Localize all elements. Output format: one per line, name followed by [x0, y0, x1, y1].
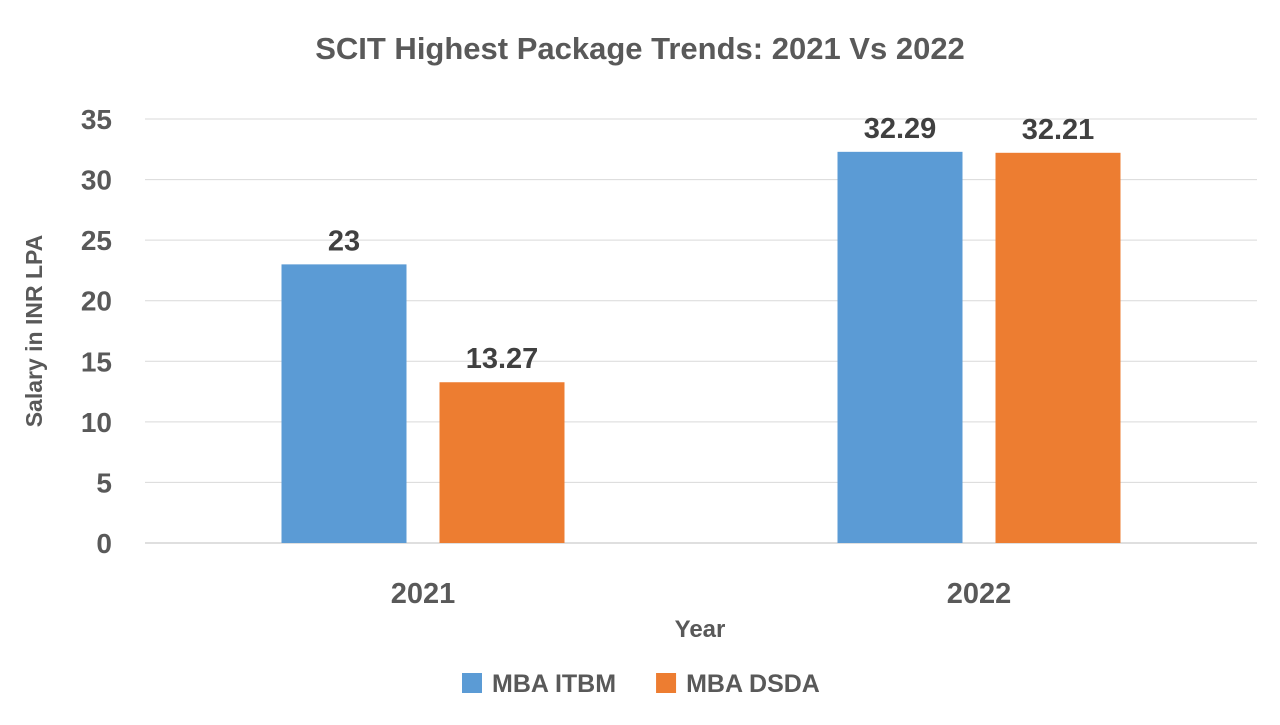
- legend-swatch: [656, 673, 677, 693]
- y-tick-label: 25: [81, 225, 112, 256]
- y-tick-label: 10: [81, 407, 112, 438]
- y-tick-label: 35: [81, 104, 112, 135]
- x-tick-label: 2022: [947, 578, 1012, 610]
- y-axis-label: Salary in INR LPA: [21, 235, 47, 428]
- legend-swatch: [462, 673, 482, 693]
- bar-mba-dsda: [439, 382, 565, 543]
- x-tick-label: 2021: [391, 578, 456, 610]
- bar-mba-itbm: [837, 151, 963, 543]
- data-label: 32.21: [1022, 114, 1095, 146]
- data-label: 32.29: [864, 113, 937, 145]
- chart-title: SCIT Highest Package Trends: 2021 Vs 202…: [315, 31, 965, 66]
- y-axis-ticks: 0 5 10 15 20 25 30 35: [81, 104, 112, 559]
- y-tick-label: 20: [81, 286, 112, 317]
- legend-label: MBA ITBM: [492, 670, 616, 698]
- y-tick-label: 5: [96, 467, 112, 498]
- data-label: 13.27: [466, 343, 539, 375]
- legend: MBA ITBM MBA DSDA: [462, 670, 820, 698]
- y-tick-label: 30: [81, 165, 112, 196]
- y-tick-label: 15: [81, 346, 112, 377]
- x-axis-ticks: 2021 2022: [391, 578, 1012, 610]
- bars: 23 13.27 32.29 32.21: [281, 113, 1121, 543]
- bar-mba-itbm: [281, 264, 407, 543]
- data-label: 23: [328, 225, 360, 257]
- legend-label: MBA DSDA: [686, 670, 820, 698]
- x-axis-label: Year: [675, 616, 726, 643]
- y-tick-label: 0: [96, 528, 112, 559]
- bar-mba-dsda: [995, 152, 1121, 543]
